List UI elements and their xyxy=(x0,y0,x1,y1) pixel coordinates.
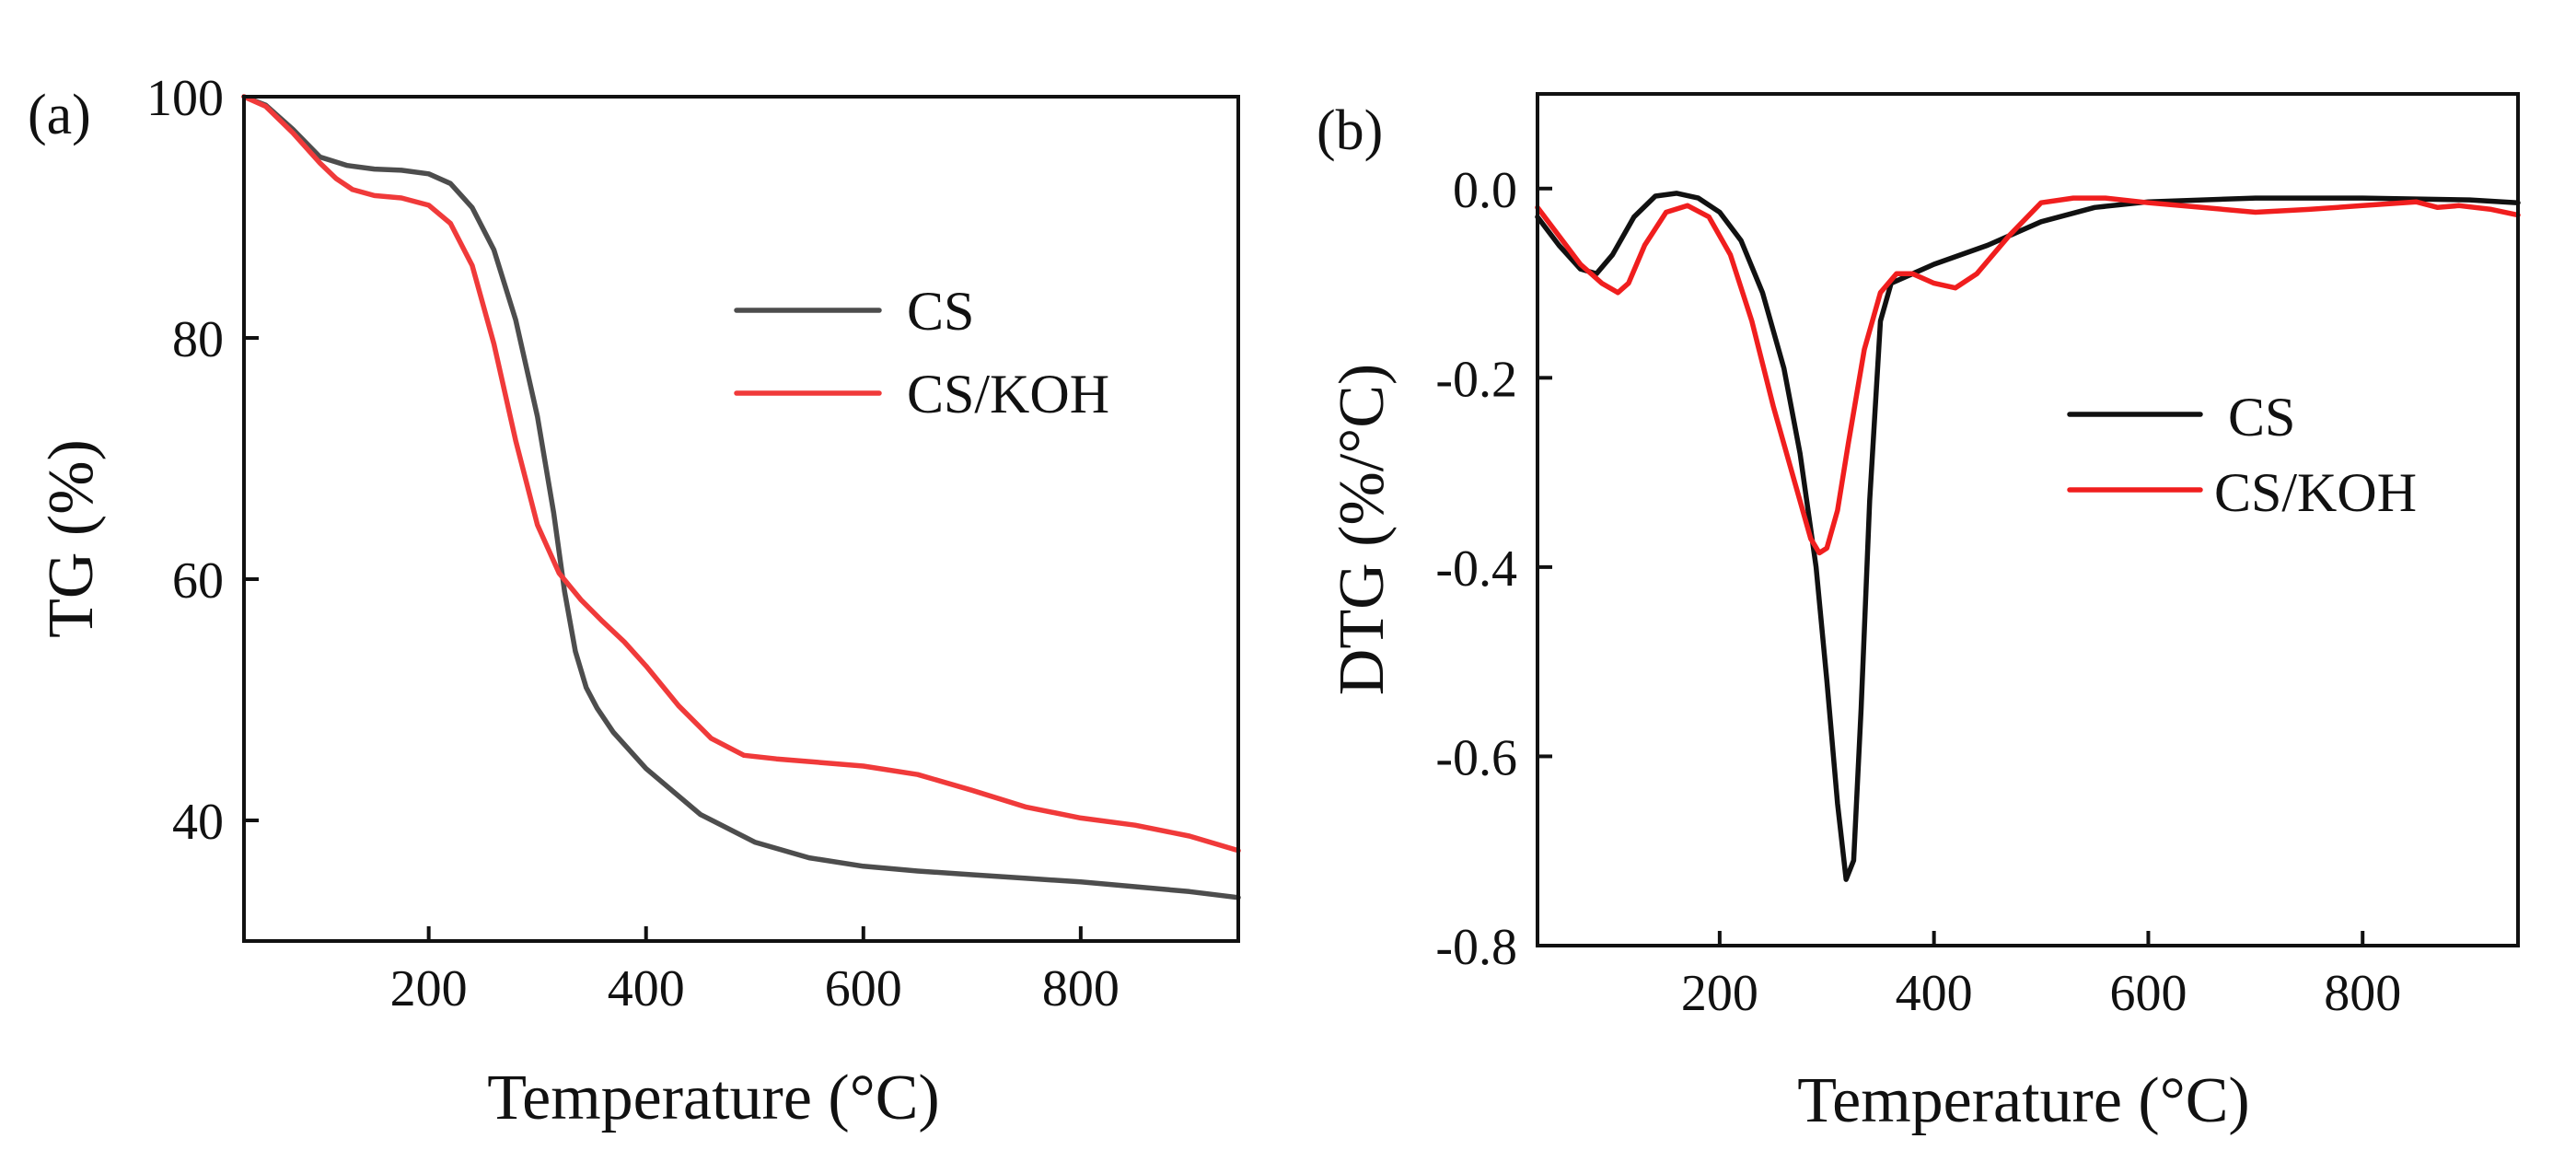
panel-b-label: (b) xyxy=(1317,99,1383,162)
panel-a-label: (a) xyxy=(28,84,91,146)
panel-b-x-axis-title: Temperature (°C) xyxy=(1797,1065,2249,1136)
panel-b-x-tick-label: 200 xyxy=(1681,965,1758,1022)
panel-b-y-tick-label: -0.4 xyxy=(1435,540,1517,598)
panel-a-y-tick-label: 40 xyxy=(172,794,224,851)
panel-a-series-cs-koh xyxy=(241,94,1241,854)
panel-b-y-tick-label: -0.8 xyxy=(1435,919,1517,976)
panel-b-legend: CS CS/KOH xyxy=(2067,387,2417,523)
panel-b-legend-label-cs: CS xyxy=(2228,387,2295,447)
panel-b-legend-label-cs-koh: CS/KOH xyxy=(2214,462,2417,523)
panel-b-x-tick-label: 800 xyxy=(2324,965,2401,1022)
panel-a-series-cs xyxy=(241,94,1241,901)
panel-a-plot-area: 200 400 600 800 40 60 80 100 xyxy=(146,70,1241,1017)
panel-b-plot-area: 200 400 600 800 0.0 -0.2 -0.4 -0.6 -0.8 xyxy=(1435,92,2521,1022)
panel-a-y-axis-title: TG (%) xyxy=(36,439,107,638)
panel-a-y-tick-label: 60 xyxy=(172,552,224,610)
panel-b-axes-frame xyxy=(1536,92,2520,947)
panel-b-dtg-chart: (b) 200 400 600 800 0.0 -0.2 -0.4 -0.6 -0.8 Temp… xyxy=(1317,92,2521,1136)
panel-a-y-tick-label: 80 xyxy=(172,311,224,368)
panel-b-y-tick-label: 0.0 xyxy=(1453,162,1517,219)
panel-b-y-tick-label: -0.2 xyxy=(1435,351,1517,408)
panel-a-axes-frame xyxy=(242,95,1240,943)
panel-b-x-tick-label: 600 xyxy=(2109,965,2187,1022)
panel-b-series-cs xyxy=(1535,191,2521,882)
panel-a-y-tick-label: 100 xyxy=(146,70,224,127)
panel-b-y-axis-title: DTG (%/°C) xyxy=(1327,364,1398,695)
panel-a-x-axis-title: Temperature (°C) xyxy=(487,1063,939,1133)
panel-a-legend: CS CS/KOH xyxy=(734,281,1109,424)
panel-a-x-tick-label: 600 xyxy=(825,960,902,1017)
panel-a-legend-label-cs: CS xyxy=(907,281,974,342)
panel-a-tg-chart: (a) 200 400 600 800 40 60 80 100 Temperature (°… xyxy=(28,70,1241,1133)
panel-b-y-tick-label: -0.6 xyxy=(1435,729,1517,786)
panel-a-x-tick-label: 200 xyxy=(390,960,468,1017)
panel-b-series-cs-koh xyxy=(1535,195,2521,556)
panel-a-x-tick-label: 400 xyxy=(608,960,685,1017)
panel-b-x-tick-label: 400 xyxy=(1896,965,1973,1022)
panel-a-x-tick-label: 800 xyxy=(1042,960,1120,1017)
panel-a-legend-label-cs-koh: CS/KOH xyxy=(907,364,1109,424)
